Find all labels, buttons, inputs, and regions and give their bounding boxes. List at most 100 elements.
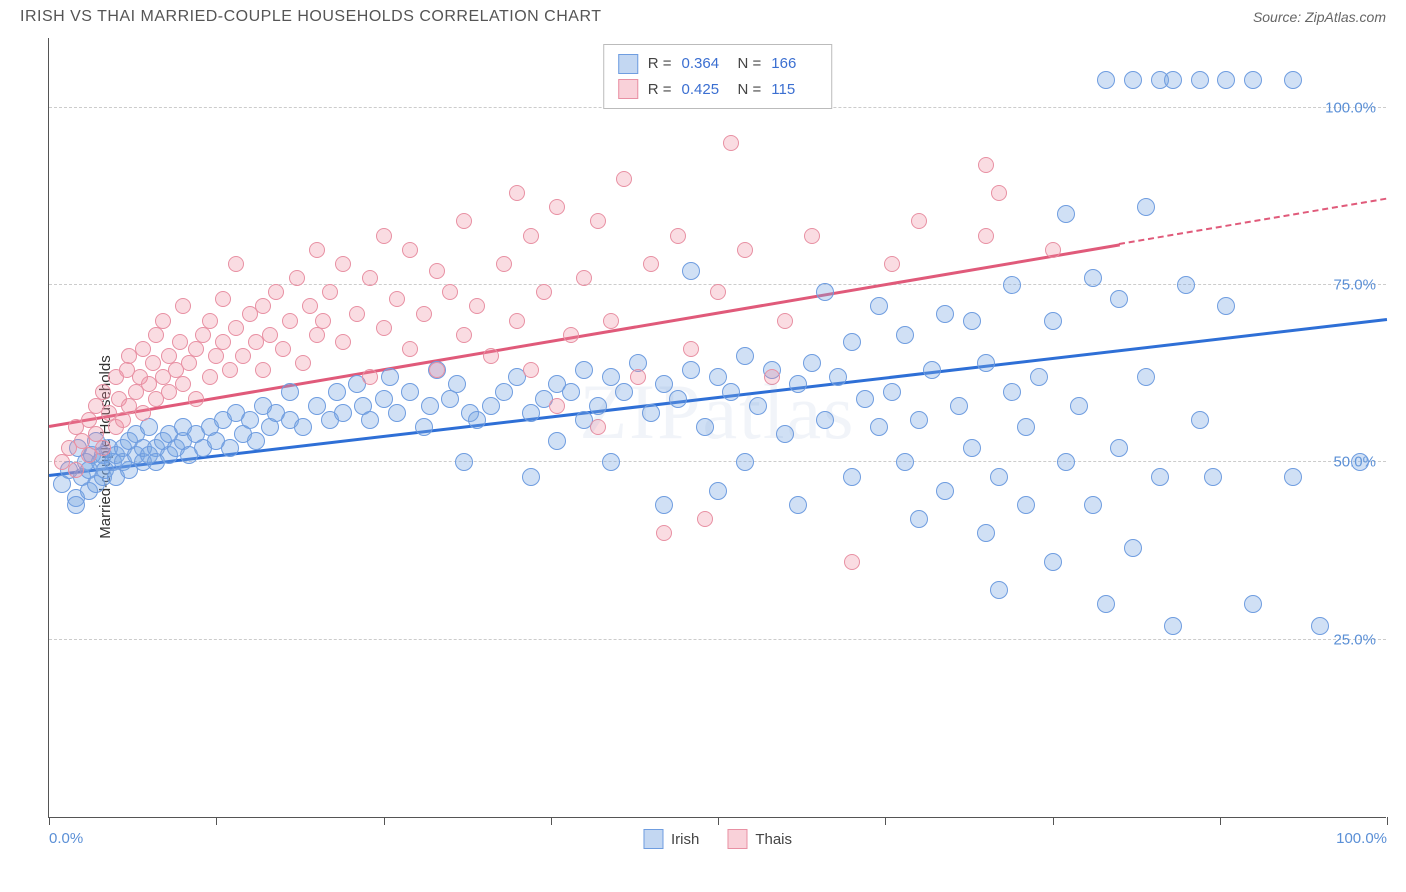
data-point — [496, 256, 512, 272]
data-point — [656, 525, 672, 541]
data-point — [977, 524, 995, 542]
data-point — [990, 468, 1008, 486]
data-point — [549, 199, 565, 215]
data-point — [415, 418, 433, 436]
data-point — [936, 482, 954, 500]
data-point — [295, 355, 311, 371]
data-point — [509, 185, 525, 201]
x-tick — [216, 817, 217, 825]
data-point — [429, 362, 445, 378]
data-point — [655, 496, 673, 514]
data-point — [389, 291, 405, 307]
data-point — [468, 411, 486, 429]
legend-item-thai: Thais — [727, 829, 792, 849]
data-point — [1351, 453, 1369, 471]
data-point — [1070, 397, 1088, 415]
legend-label-irish: Irish — [671, 831, 699, 848]
data-point — [843, 468, 861, 486]
data-point — [401, 383, 419, 401]
data-point — [1097, 595, 1115, 613]
data-point — [202, 313, 218, 329]
data-point — [145, 355, 161, 371]
data-point — [275, 341, 291, 357]
data-point — [709, 482, 727, 500]
data-point — [1003, 383, 1021, 401]
data-point — [1191, 411, 1209, 429]
data-point — [736, 453, 754, 471]
data-point — [381, 368, 399, 386]
data-point — [1204, 468, 1222, 486]
data-point — [95, 440, 111, 456]
data-point — [188, 341, 204, 357]
data-point — [175, 298, 191, 314]
data-point — [309, 327, 325, 343]
data-point — [523, 228, 539, 244]
data-point — [950, 397, 968, 415]
data-point — [789, 375, 807, 393]
data-point — [696, 418, 714, 436]
data-point — [1045, 242, 1061, 258]
swatch-thai-icon — [618, 79, 638, 99]
data-point — [68, 462, 84, 478]
stats-legend-box: R = 0.364 N = 166 R = 0.425 N = 115 — [603, 44, 833, 109]
data-point — [856, 390, 874, 408]
data-point — [1097, 71, 1115, 89]
data-point — [602, 453, 620, 471]
data-point — [923, 361, 941, 379]
x-tick — [718, 817, 719, 825]
data-point — [683, 341, 699, 357]
x-tick — [384, 817, 385, 825]
data-point — [575, 361, 593, 379]
data-point — [335, 256, 351, 272]
x-tick — [1387, 817, 1388, 825]
data-point — [803, 354, 821, 372]
data-point — [175, 376, 191, 392]
swatch-thai-icon — [727, 829, 747, 849]
data-point — [376, 228, 392, 244]
data-point — [294, 418, 312, 436]
data-point — [155, 313, 171, 329]
n-value-irish: 166 — [771, 51, 817, 77]
data-point — [268, 284, 284, 300]
r-label: R = — [648, 51, 672, 77]
data-point — [963, 312, 981, 330]
x-tick — [551, 817, 552, 825]
data-point — [362, 270, 378, 286]
data-point — [615, 383, 633, 401]
n-value-thai: 115 — [771, 77, 817, 103]
data-point — [991, 185, 1007, 201]
data-point — [1244, 595, 1262, 613]
data-point — [442, 284, 458, 300]
data-point — [1057, 205, 1075, 223]
data-point — [669, 390, 687, 408]
gridline-h — [49, 639, 1386, 640]
data-point — [95, 384, 111, 400]
data-point — [710, 284, 726, 300]
data-point — [789, 496, 807, 514]
r-value-irish: 0.364 — [682, 51, 728, 77]
data-point — [870, 297, 888, 315]
data-point — [1003, 276, 1021, 294]
data-point — [235, 348, 251, 364]
data-point — [590, 419, 606, 435]
data-point — [1217, 71, 1235, 89]
x-tick — [49, 817, 50, 825]
data-point — [883, 383, 901, 401]
data-point — [589, 397, 607, 415]
data-point — [308, 397, 326, 415]
data-point — [282, 313, 298, 329]
data-point — [375, 390, 393, 408]
data-point — [910, 411, 928, 429]
data-point — [682, 262, 700, 280]
data-point — [322, 284, 338, 300]
source-label: Source: ZipAtlas.com — [1253, 9, 1386, 25]
data-point — [829, 368, 847, 386]
data-point — [603, 313, 619, 329]
data-point — [1137, 198, 1155, 216]
data-point — [349, 306, 365, 322]
trend-line — [1119, 198, 1387, 245]
data-point — [215, 334, 231, 350]
stats-row-irish: R = 0.364 N = 166 — [618, 51, 818, 77]
data-point — [202, 369, 218, 385]
legend-bottom: Irish Thais — [643, 829, 792, 849]
